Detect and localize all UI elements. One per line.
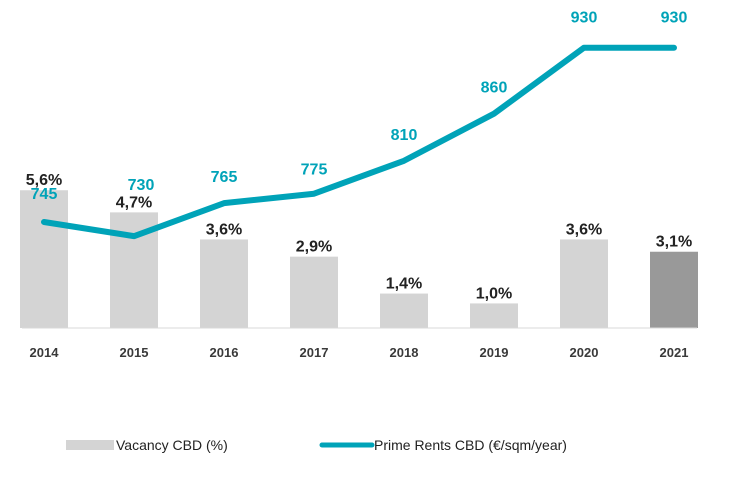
vacancy-label-2015: 4,7% [116, 194, 152, 211]
vacancy-bar-2014 [20, 190, 68, 328]
rent-line [41, 44, 677, 240]
vacancy-bar-2021 [650, 251, 698, 328]
x-tick-2018: 2018 [390, 345, 419, 360]
vacancy-label-2018: 1,4% [386, 276, 422, 293]
rent-label-2021: 930 [661, 10, 688, 27]
legend-label-rents: Prime Rents CBD (€/sqm/year) [374, 437, 567, 453]
vacancy-bar-2017 [290, 256, 338, 328]
rent-label-2016: 765 [211, 169, 238, 186]
legend-swatch-vacancy [66, 440, 114, 450]
x-tick-2014: 2014 [30, 345, 60, 360]
vacancy-label-2021: 3,1% [656, 234, 692, 251]
x-tick-2021: 2021 [660, 345, 689, 360]
legend-label-vacancy: Vacancy CBD (%) [116, 437, 228, 453]
vacancy-label-2017: 2,9% [296, 239, 332, 256]
vacancy-label-2019: 1,0% [476, 285, 512, 302]
rent-label-2015: 730 [128, 177, 155, 194]
rent-label-2018: 810 [391, 127, 418, 144]
x-tick-2020: 2020 [570, 345, 599, 360]
x-tick-2017: 2017 [300, 345, 329, 360]
rent-label-2014: 745 [31, 186, 58, 203]
rent-line-layer [41, 44, 677, 240]
vacancy-labels: 5,6% 4,7% 3,6% 2,9% 1,4% 1,0% 3,6% 3,1% [26, 172, 692, 302]
vacancy-bar-2016 [200, 239, 248, 328]
legend: Vacancy CBD (%) Prime Rents CBD (€/sqm/y… [66, 437, 567, 453]
rent-label-2017: 775 [301, 162, 328, 179]
vacancy-label-2014: 5,6% [26, 172, 62, 189]
x-tick-2019: 2019 [480, 345, 509, 360]
vacancy-bar-2020 [560, 239, 608, 328]
x-axis-ticks: 2014 2015 2016 2017 2018 2019 2020 2021 [30, 345, 689, 360]
vacancy-label-2020: 3,6% [566, 221, 602, 238]
vacancy-bar-2018 [380, 293, 428, 328]
rent-labels: 745 730 765 775 810 860 930 930 [31, 10, 688, 203]
vacancy-bar-2019 [470, 303, 518, 328]
x-tick-2015: 2015 [120, 345, 149, 360]
vacancy-label-2016: 3,6% [206, 221, 242, 238]
x-tick-2016: 2016 [210, 345, 239, 360]
rent-label-2019: 860 [481, 80, 508, 97]
rent-label-2020: 930 [571, 10, 598, 27]
